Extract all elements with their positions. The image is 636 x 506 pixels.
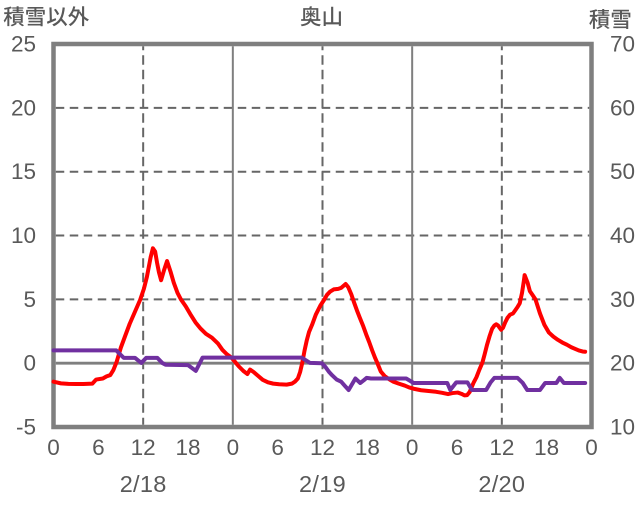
svg-text:10: 10	[11, 223, 36, 248]
svg-text:0: 0	[23, 351, 36, 376]
svg-text:30: 30	[610, 287, 635, 312]
svg-text:5: 5	[23, 287, 36, 312]
svg-text:6: 6	[92, 435, 105, 460]
svg-text:0: 0	[227, 435, 240, 460]
svg-text:20: 20	[11, 95, 36, 120]
svg-text:6: 6	[451, 435, 464, 460]
svg-text:60: 60	[610, 95, 635, 120]
svg-text:0: 0	[47, 435, 60, 460]
svg-text:0: 0	[406, 435, 419, 460]
svg-text:12: 12	[131, 435, 156, 460]
svg-text:2/20: 2/20	[478, 471, 525, 497]
svg-text:12: 12	[310, 435, 335, 460]
svg-text:-5: -5	[16, 415, 36, 440]
svg-text:15: 15	[11, 159, 36, 184]
svg-text:2/18: 2/18	[120, 471, 167, 497]
svg-text:40: 40	[610, 223, 635, 248]
svg-text:18: 18	[355, 435, 380, 460]
svg-text:20: 20	[610, 351, 635, 376]
svg-text:25: 25	[11, 32, 36, 57]
svg-text:18: 18	[534, 435, 559, 460]
svg-text:6: 6	[271, 435, 284, 460]
svg-text:10: 10	[610, 415, 635, 440]
svg-text:0: 0	[585, 435, 598, 460]
svg-text:50: 50	[610, 159, 635, 184]
svg-text:12: 12	[489, 435, 514, 460]
svg-text:18: 18	[175, 435, 200, 460]
svg-text:2/19: 2/19	[299, 471, 346, 497]
svg-text:70: 70	[610, 32, 635, 57]
